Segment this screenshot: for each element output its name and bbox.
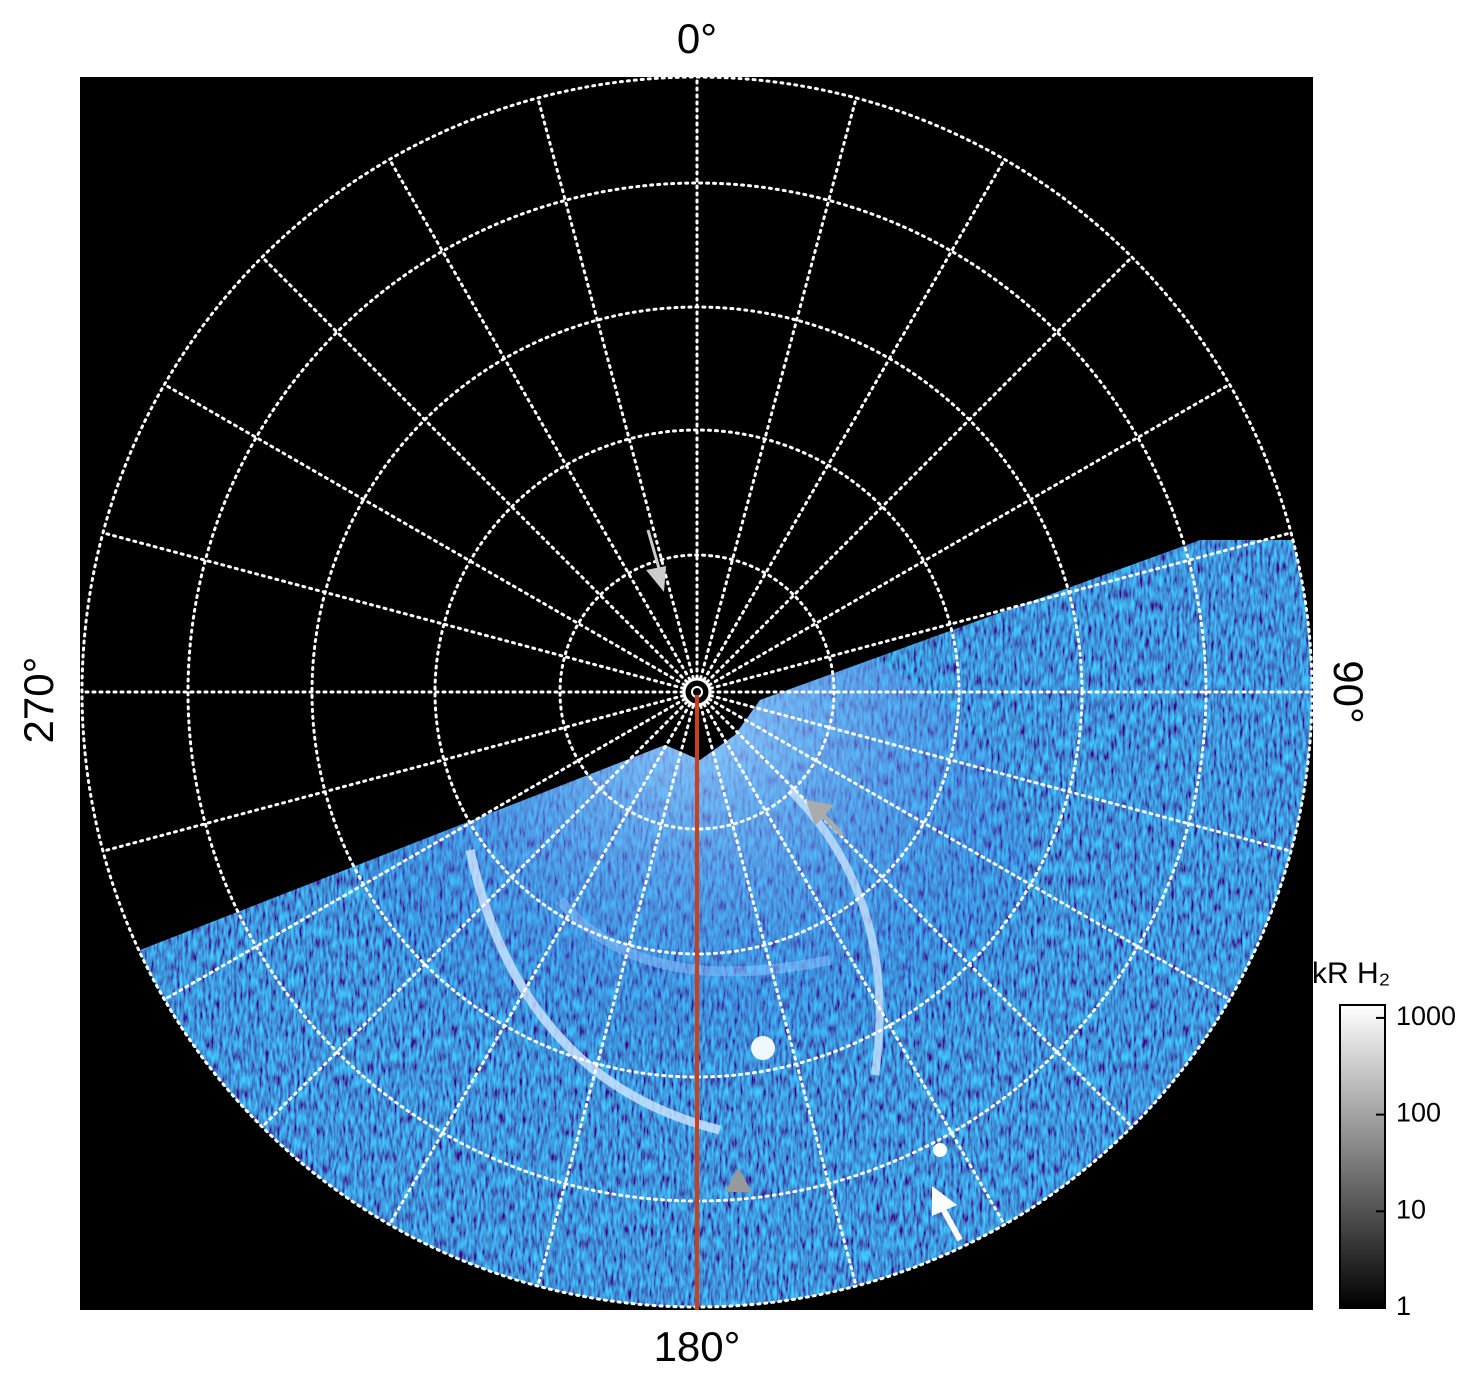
spoke bbox=[707, 383, 1232, 687]
colorbar-tick-label: 1000 bbox=[1396, 1001, 1456, 1031]
spoke bbox=[536, 704, 695, 1288]
spoke bbox=[536, 96, 695, 680]
spoke bbox=[260, 255, 689, 684]
arrows bbox=[646, 529, 963, 1242]
label-left: 270° bbox=[15, 657, 62, 744]
spoke bbox=[699, 96, 858, 680]
spoke bbox=[388, 157, 692, 682]
label-bottom: 180° bbox=[654, 1323, 741, 1370]
spoke bbox=[702, 702, 1006, 1227]
colorbar bbox=[1339, 1004, 1386, 1309]
colorbar-tick-label: 1 bbox=[1396, 1291, 1411, 1321]
spoke bbox=[101, 694, 685, 853]
colorbar-title: kR H₂ bbox=[1312, 957, 1390, 990]
label-right: 90° bbox=[1325, 660, 1372, 724]
spoke bbox=[162, 697, 687, 1001]
spoke bbox=[101, 531, 685, 690]
spoke bbox=[388, 702, 692, 1227]
label-top: 0° bbox=[677, 15, 717, 62]
spoke bbox=[702, 157, 1006, 682]
colorbar-tick-label: 10 bbox=[1396, 1194, 1426, 1224]
spoke bbox=[705, 255, 1134, 684]
spoke bbox=[707, 697, 1232, 1001]
spoke bbox=[709, 531, 1293, 690]
spoke bbox=[699, 704, 858, 1288]
spoke bbox=[705, 700, 1134, 1129]
spoke bbox=[260, 700, 689, 1129]
spoke bbox=[709, 694, 1293, 853]
colorbar-tick-label: 100 bbox=[1396, 1098, 1441, 1128]
spoke bbox=[162, 383, 687, 687]
